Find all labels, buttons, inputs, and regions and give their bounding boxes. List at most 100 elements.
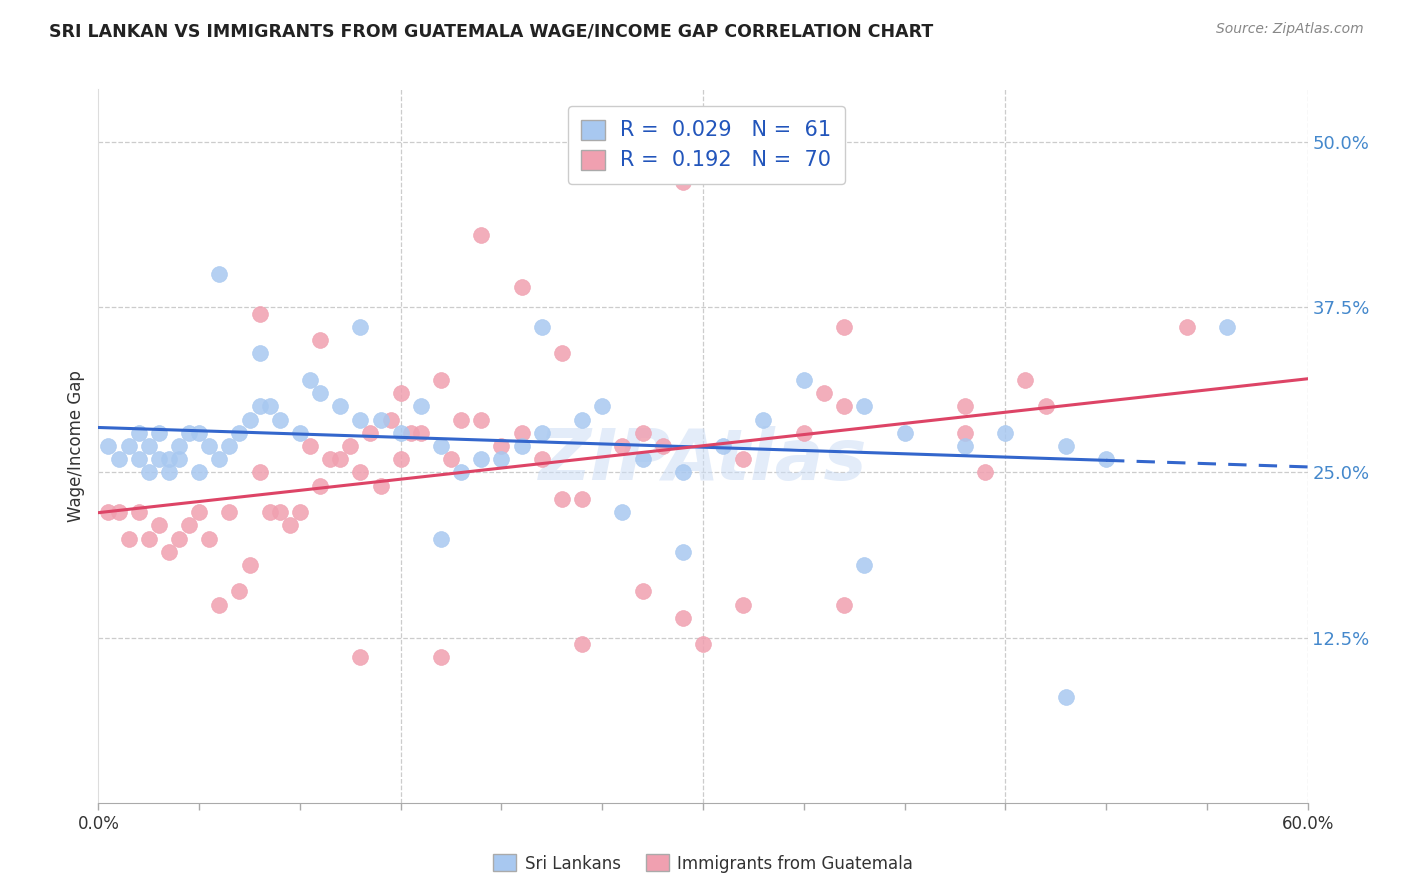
Point [259,505,281,519]
Point [612,439,634,453]
Point [288,425,311,440]
Point [157,545,180,559]
Point [470,412,492,426]
Text: Source: ZipAtlas.com: Source: ZipAtlas.com [1216,22,1364,37]
Point [672,611,695,625]
Point [128,452,150,467]
Point [128,505,150,519]
Point [832,400,855,414]
Point [228,584,250,599]
Point [218,505,240,519]
Point [239,412,262,426]
Point [631,425,654,440]
Point [249,346,271,360]
Point [239,558,262,572]
Point [399,425,422,440]
Point [893,425,915,440]
Point [692,637,714,651]
Point [409,400,432,414]
Point [510,439,533,453]
Point [571,491,593,506]
Point [259,400,281,414]
Point [138,439,160,453]
Point [148,452,170,467]
Point [813,386,835,401]
Point [309,333,332,347]
Text: SRI LANKAN VS IMMIGRANTS FROM GUATEMALA WAGE/INCOME GAP CORRELATION CHART: SRI LANKAN VS IMMIGRANTS FROM GUATEMALA … [49,22,934,40]
Point [319,452,342,467]
Point [994,425,1017,440]
Point [409,425,432,440]
Point [167,532,190,546]
Point [1175,320,1198,334]
Point [349,320,371,334]
Point [157,466,180,480]
Point [148,425,170,440]
Point [249,466,271,480]
Point [118,439,141,453]
Point [711,439,734,453]
Point [953,400,976,414]
Point [450,412,472,426]
Point [631,584,654,599]
Point [198,532,221,546]
Point [1014,373,1036,387]
Point [672,175,695,189]
Point [752,412,775,426]
Point [249,307,271,321]
Point [107,505,129,519]
Point [278,518,301,533]
Point [389,386,412,401]
Point [329,400,352,414]
Point [249,400,271,414]
Point [208,598,231,612]
Point [167,439,190,453]
Point [571,412,593,426]
Point [1054,690,1077,704]
Point [97,505,120,519]
Point [188,425,211,440]
Point [1054,439,1077,453]
Point [288,505,311,519]
Point [491,439,513,453]
Point [530,320,553,334]
Point [510,425,533,440]
Point [450,466,472,480]
Point [953,425,976,440]
Text: ZIPAtlas: ZIPAtlas [538,425,868,495]
Point [148,518,170,533]
Point [380,412,402,426]
Point [179,425,201,440]
Point [953,439,976,453]
Point [370,478,392,492]
Point [651,439,673,453]
Point [389,452,412,467]
Point [430,373,453,387]
Point [793,373,815,387]
Point [1035,400,1057,414]
Point [208,452,231,467]
Point [430,650,453,665]
Point [299,373,322,387]
Point [510,280,533,294]
Point [107,452,129,467]
Point [370,412,392,426]
Point [329,452,352,467]
Point [853,558,876,572]
Legend: R =  0.029   N =  61, R =  0.192   N =  70: R = 0.029 N = 61, R = 0.192 N = 70 [568,106,845,184]
Point [631,452,654,467]
Point [118,532,141,546]
Point [218,439,240,453]
Point [551,491,574,506]
Point [530,425,553,440]
Point [1216,320,1239,334]
Point [299,439,322,453]
Point [470,452,492,467]
Point [571,637,593,651]
Point [198,439,221,453]
Point [672,466,695,480]
Point [188,505,211,519]
Point [349,466,371,480]
Point [551,346,574,360]
Point [138,466,160,480]
